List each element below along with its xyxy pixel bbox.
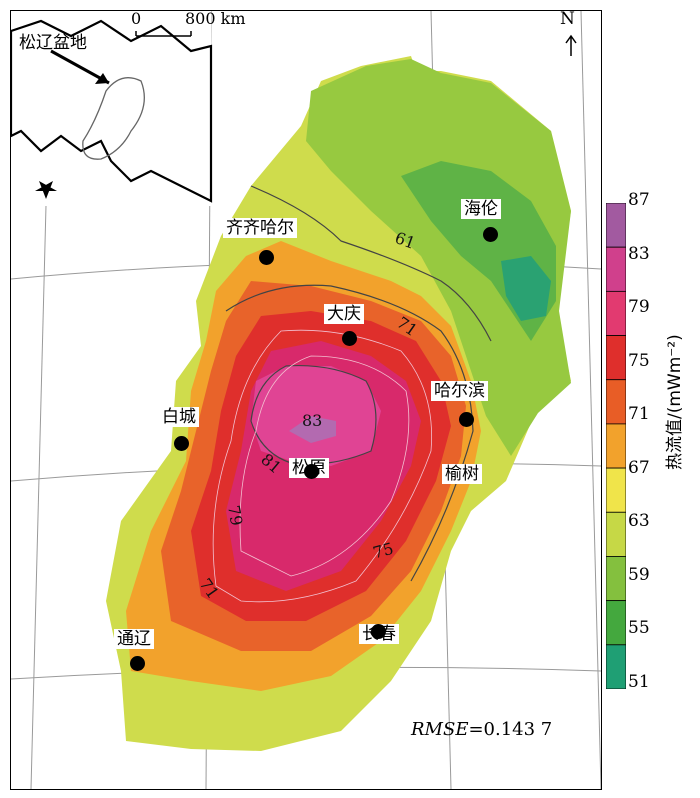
city-dot-daqing: [342, 331, 357, 346]
legend-colorbar: [606, 203, 626, 689]
legend-tick-label: 51: [628, 671, 650, 692]
scale-bar-zero: 0: [131, 10, 142, 28]
legend-swatch: [606, 290, 626, 336]
city-label-daqing: 大庆: [324, 304, 364, 324]
rmse-annotation: RMSE=0.143 7: [411, 719, 552, 740]
legend-swatch: [606, 511, 626, 557]
city-dot-tongliao: [130, 656, 145, 671]
legend-tick-label: 87: [628, 190, 650, 210]
zone-59-63: [306, 59, 571, 456]
minor-contours: [212, 329, 432, 603]
city-dot-baicheng: [174, 436, 189, 451]
city-label-harbin: 哈尔滨: [431, 381, 488, 401]
basin-label: 松辽盆地: [19, 33, 87, 53]
zone-51-55: [501, 256, 551, 321]
city-label-qiqihar: 齐齐哈尔: [223, 218, 297, 238]
zone-87: [289, 416, 336, 443]
inset-map: [11, 11, 577, 206]
city-label-yushu: 榆树: [442, 464, 482, 484]
legend-tick-label: 75: [628, 350, 650, 371]
city-dot-qiqihar: [259, 250, 274, 265]
legend-tick-label: 71: [628, 404, 650, 424]
legend-swatch: [606, 423, 626, 469]
contour-label-83: 83: [302, 411, 323, 430]
heat-flow-map: 松辽盆地 0 800 km N 齐齐哈尔 海伦 大庆 哈尔滨 白城 松原 榆树 …: [10, 10, 602, 790]
legend-swatch: [606, 600, 626, 646]
legend-swatch: [606, 556, 626, 602]
legend-tick-label: 83: [628, 243, 650, 264]
legend-swatch: [606, 335, 626, 381]
city-label-tongliao: 通辽: [114, 629, 154, 649]
rmse-label: RMSE: [411, 719, 469, 740]
city-dot-hailun: [483, 227, 498, 242]
scale-bar-distance: 800 km: [185, 10, 246, 28]
city-dot-harbin: [459, 412, 474, 427]
legend-swatch: [606, 467, 626, 513]
legend-tick-label: 59: [628, 564, 650, 585]
map-canvas: [11, 11, 601, 789]
legend-tick-label: 79: [628, 297, 650, 317]
legend-swatch: [606, 246, 626, 292]
legend-swatch: [606, 379, 626, 425]
legend-swatch: [606, 203, 626, 248]
legend-tick-label: 67: [628, 457, 650, 478]
legend-title: 热流值/(mWm⁻²): [665, 334, 685, 470]
legend-swatch: [606, 644, 626, 689]
north-arrow-label: N: [560, 10, 575, 29]
city-dot-songyuan: [304, 464, 319, 479]
city-dot-changchun: [371, 624, 386, 639]
contour-label-79: 79: [224, 503, 247, 528]
zone-83-87: [251, 366, 381, 466]
legend-tick-label: 63: [628, 511, 650, 531]
legend-tick-label: 55: [628, 618, 650, 638]
city-label-hailun: 海伦: [461, 199, 501, 219]
city-label-baicheng: 白城: [159, 407, 199, 427]
rmse-value: =0.143 7: [468, 719, 553, 740]
